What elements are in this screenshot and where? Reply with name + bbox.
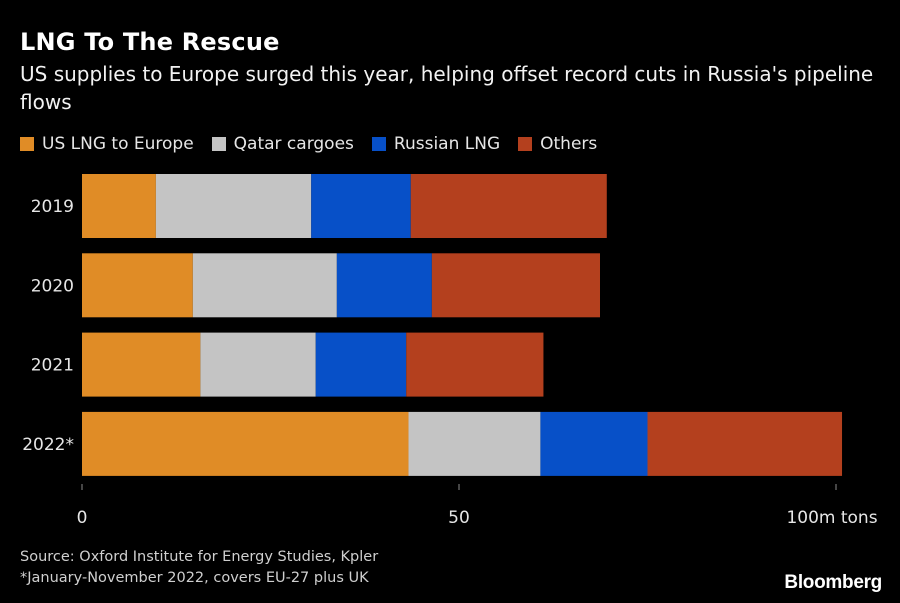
category-label-2022: 2022* [22,435,74,455]
bar-segment-us-lng-to-europe-2019 [82,174,156,238]
legend-label-qatar: Qatar cargoes [233,134,354,154]
footnote: *January-November 2022, covers EU-27 plu… [20,570,369,586]
bar-segment-russian-lng-2020 [336,253,432,318]
chart-title: LNG To The Rescue [20,28,280,56]
bar-segment-us-lng-to-europe-2022 [82,411,409,476]
footer: Source: Oxford Institute for Energy Stud… [20,547,378,589]
category-label-2019: 2019 [31,197,74,217]
legend-item-qatar: Qatar cargoes [211,134,354,154]
x-tick-label-100: 100m tons [786,508,877,528]
legend-label-us-lng: US LNG to Europe [42,134,194,154]
legend-swatch-others [518,137,533,151]
bar-segment-others-2020 [431,253,600,318]
bar-segment-others-2019 [410,174,607,238]
bar-segment-russian-lng-2022 [540,411,648,476]
legend-label-others: Others [540,134,598,154]
bloomberg-logo: Bloomberg [784,572,882,593]
legend-item-others: Others [518,134,597,154]
bar-segment-qatar-cargoes-2020 [192,253,337,318]
bar-segment-qatar-cargoes-2021 [200,332,316,397]
legend-item-russian-lng: Russian LNG [371,134,501,154]
legend-swatch-us-lng [20,137,34,151]
x-tick-label-50: 50 [448,508,470,528]
legend: US LNG to Europe Qatar cargoes Russian L… [20,134,615,154]
bar-segment-us-lng-to-europe-2020 [82,253,193,318]
legend-label-russian-lng: Russian LNG [393,134,501,154]
legend-swatch-qatar [211,137,226,151]
x-tick-label-0: 0 [77,508,88,528]
category-label-2021: 2021 [31,356,74,376]
category-label-2020: 2020 [31,276,74,296]
source-note: Source: Oxford Institute for Energy Stud… [20,549,379,565]
bar-segment-qatar-cargoes-2022 [408,411,541,476]
bar-segment-others-2021 [406,332,544,397]
bar-segment-qatar-cargoes-2019 [155,174,312,238]
bar-segment-russian-lng-2019 [311,174,411,238]
chart-subtitle: US supplies to Europe surged this year, … [20,62,874,114]
bar-segment-russian-lng-2021 [315,332,407,397]
legend-swatch-russian-lng [371,137,386,151]
bar-segment-us-lng-to-europe-2021 [82,332,201,397]
legend-item-us-lng: US LNG to Europe [20,134,194,154]
bar-segment-others-2022 [647,411,843,476]
